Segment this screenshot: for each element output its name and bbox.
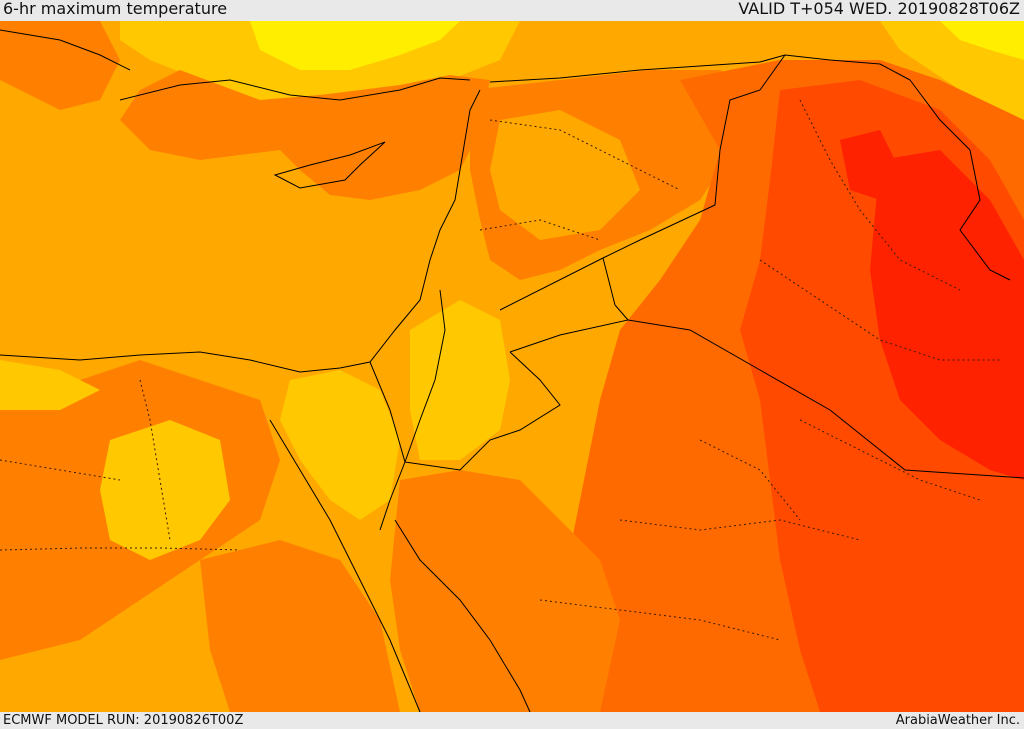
baghdad-red-zone: [840, 130, 900, 200]
mediterranean-coast: [0, 89, 481, 373]
country-borders: [0, 29, 1024, 712]
turkey-north-coast: [0, 29, 131, 71]
arabia-orange-zone: [390, 470, 620, 712]
northeast-bright-zone: [940, 21, 1024, 60]
credit-label: ArabiaWeather Inc.: [895, 713, 1020, 728]
northwest-orange-zone: [0, 21, 120, 110]
temperature-map-canvas: [0, 21, 1024, 712]
syria-light-zone: [490, 110, 640, 240]
valid-time: VALID T+054 WED. 20190828T06Z: [738, 0, 1020, 18]
turkey-south-coast: [119, 77, 471, 101]
internal-borders: [0, 99, 1000, 641]
southern-iraq-red-zone: [870, 150, 1024, 480]
sinai-yellow-zone: [280, 370, 400, 520]
map-header: 6-hr maximum temperature VALID T+054 WED…: [0, 0, 1024, 22]
cyprus-outline: [273, 141, 386, 189]
jordan-valley-line: [404, 289, 446, 463]
syria-iraq-border: [499, 54, 786, 311]
map-footer: ECMWF MODEL RUN: 20190826T00Z ArabiaWeat…: [0, 712, 1024, 729]
iraq-iran-border: [909, 79, 1011, 281]
turkey-syria-border: [489, 54, 911, 83]
jordan-saudi-border: [404, 351, 561, 471]
jordan-yellow-zone: [410, 300, 510, 460]
red-sea-west-coast: [269, 419, 421, 712]
north-bright-yellow-zone: [250, 21, 460, 70]
anatolia-orange-zone: [120, 70, 490, 200]
south-egypt-orange-zone: [200, 540, 400, 712]
iraq-saudi-border: [627, 319, 1024, 479]
red-sea-east-coast: [394, 519, 531, 712]
map-title: 6-hr maximum temperature: [3, 0, 228, 18]
egypt-yellow-zone: [100, 420, 230, 560]
model-run-label: ECMWF MODEL RUN: 20190826T00Z: [3, 713, 244, 728]
temperature-map[interactable]: [0, 21, 1024, 712]
coastal-yellow-zone: [0, 360, 100, 410]
